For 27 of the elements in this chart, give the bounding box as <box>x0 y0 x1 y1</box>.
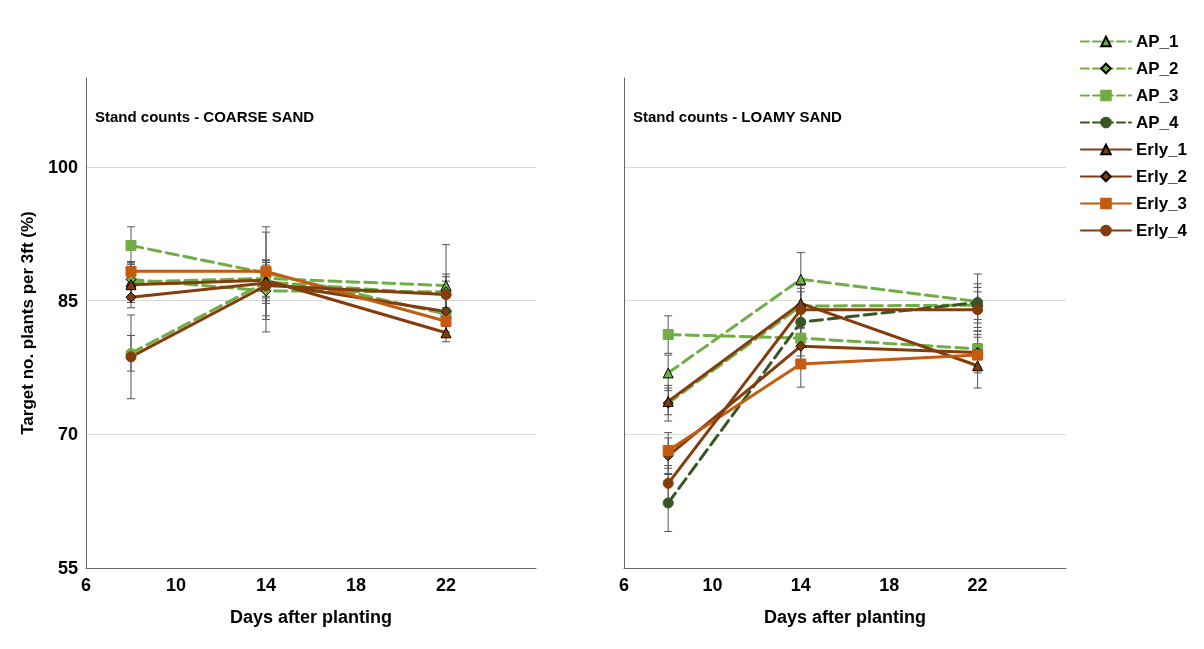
x-tick-label: 6 <box>80 575 92 595</box>
x-tick-label: 18 <box>345 575 367 595</box>
legend-label: Erly_2 <box>1135 167 1188 186</box>
x-tick-label: 10 <box>702 575 723 595</box>
text: Stand counts - LOAMY SAND <box>633 108 843 125</box>
x-tick-label: 14 <box>790 575 811 595</box>
legend-label: Erly_3 <box>1135 194 1188 213</box>
legend-label: AP_3 <box>1135 86 1179 105</box>
legend-label: Erly_4 <box>1135 221 1188 240</box>
x-tick-label: 22 <box>967 575 988 595</box>
x-tick-label: 18 <box>879 575 900 595</box>
x-tick-label: 14 <box>255 575 277 595</box>
legend-label: AP_4 <box>1135 113 1180 132</box>
legend-label: Erly_1 <box>1135 140 1188 159</box>
y-axis-title: Target no. plants per 3ft (%) <box>18 211 37 435</box>
legend-label: AP_2 <box>1135 59 1179 78</box>
y-tick-label: 85 <box>57 290 78 311</box>
y-tick-label: 70 <box>57 424 78 445</box>
legend-label: AP_1 <box>1135 32 1179 51</box>
x-tick-label: 22 <box>435 575 457 595</box>
y-tick-label: 100 <box>47 157 78 178</box>
x-tick-label: 6 <box>618 575 630 595</box>
x-axis-title: Days after planting <box>229 607 393 627</box>
x-axis-title: Days after planting <box>763 607 927 627</box>
text: Stand counts - COARSE SAND <box>95 108 315 125</box>
x-tick-label: 10 <box>165 575 187 595</box>
y-tick-label: 55 <box>57 558 78 578</box>
